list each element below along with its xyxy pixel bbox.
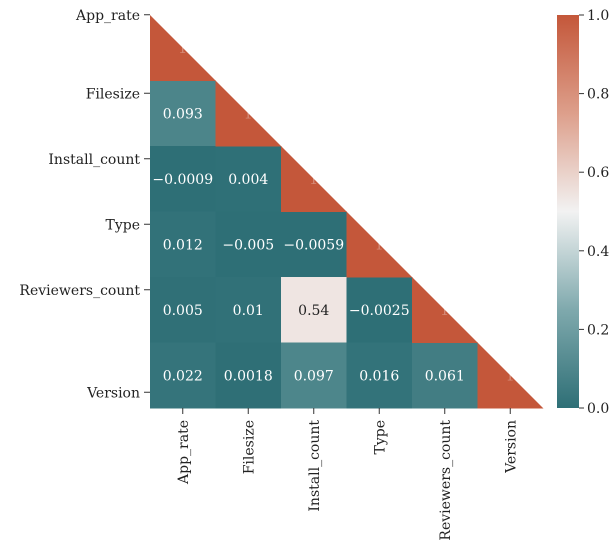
y-tick-labels: App_rate Filesize Install_count Type Reviewe… [19, 8, 150, 401]
cell-value-label: −0.0009 [152, 172, 213, 188]
y-tick-label: Reviewers_count [19, 283, 140, 299]
heatmap-cell [281, 211, 347, 278]
colorbar-tick-label: 0.6 [587, 165, 609, 181]
heatmap-cell [215, 342, 282, 409]
colorbar-ticks: 0.0 0.2 0.4 0.6 0.8 1.0 [579, 8, 609, 417]
y-tick-label: Install_count [48, 152, 140, 168]
cell-value-label: 0.022 [163, 368, 203, 384]
cell-value-label: 1 [375, 237, 384, 253]
x-tick-label: Filesize [241, 420, 257, 474]
cell-value-label: −0.0025 [349, 303, 410, 319]
colorbar [557, 15, 579, 408]
heatmap-cell [215, 146, 282, 212]
x-tick-label: App_rate [176, 420, 192, 485]
cell-value-label: 0.012 [163, 237, 203, 253]
heatmap-cell [215, 211, 282, 278]
heatmap-cell [215, 277, 282, 343]
heatmap-cell [346, 342, 413, 409]
cell-value-label: 1 [244, 106, 253, 122]
colorbar-tick-label: 0.8 [587, 87, 609, 103]
cell-value-label: −0.005 [222, 237, 274, 253]
heatmap-cell [150, 342, 216, 409]
cell-value-label: 0.54 [298, 303, 329, 319]
x-tick-label: Reviewers_count [438, 420, 454, 541]
heatmap-cell-diagonal [412, 277, 478, 343]
cell-value-label: 1 [506, 368, 515, 384]
cell-value-label: 0.005 [163, 303, 203, 319]
colorbar-tick-label: 0.0 [587, 401, 609, 417]
colorbar-tick-label: 0.2 [587, 322, 609, 338]
heatmap-cells [150, 80, 478, 409]
y-tick-label: App_rate [75, 8, 140, 24]
cell-value-label: 0.0018 [224, 368, 273, 384]
heatmap-cell [150, 80, 216, 147]
cell-value-label: 0.061 [425, 368, 465, 384]
cell-value-label: 0.016 [359, 368, 399, 384]
colorbar-tick-label: 0.4 [587, 244, 609, 260]
cell-value-label: 0.093 [163, 106, 203, 122]
cell-value-label: 0.097 [294, 368, 334, 384]
diagonal-cells [150, 15, 544, 409]
heatmap-cell [150, 211, 216, 278]
x-tick-label: Type [372, 420, 388, 455]
y-tick-label: Filesize [86, 86, 140, 102]
cell-labels: 1 0.093 1 −0.0009 0.004 1 0.012 −0.005 −0.0059 1 0… [152, 41, 514, 385]
heatmap-cell [150, 277, 216, 343]
heatmap-cell-diagonal [281, 146, 347, 212]
cell-value-label: 0.004 [228, 172, 268, 188]
colorbar-gradient [557, 15, 579, 408]
heatmap-cell-diagonal [346, 211, 413, 278]
cell-value-label: 1 [309, 172, 318, 188]
heatmap-cell [150, 146, 216, 212]
cell-value-label: −0.0059 [283, 237, 344, 253]
x-tick-labels: App_rate Filesize Install_count Type Reviewe… [176, 408, 519, 541]
y-tick-label: Type [106, 217, 141, 233]
heatmap-cell-diagonal [215, 80, 282, 147]
cell-value-label: 0.01 [233, 303, 264, 319]
heatmap-cell [412, 342, 478, 409]
heatmap-cell-diagonal [150, 15, 216, 81]
heatmap-cell [281, 277, 347, 343]
y-tick-label: Version [86, 385, 140, 401]
heatmap-cell [281, 342, 347, 409]
heatmap-cell-diagonal [477, 342, 544, 409]
colorbar-tick-label: 1.0 [587, 8, 609, 24]
heatmap-cell [346, 277, 413, 343]
x-tick-label: Version [503, 420, 519, 474]
x-tick-label: Install_count [307, 420, 323, 512]
cell-value-label: 1 [440, 303, 449, 319]
cell-value-label: 1 [178, 41, 187, 57]
